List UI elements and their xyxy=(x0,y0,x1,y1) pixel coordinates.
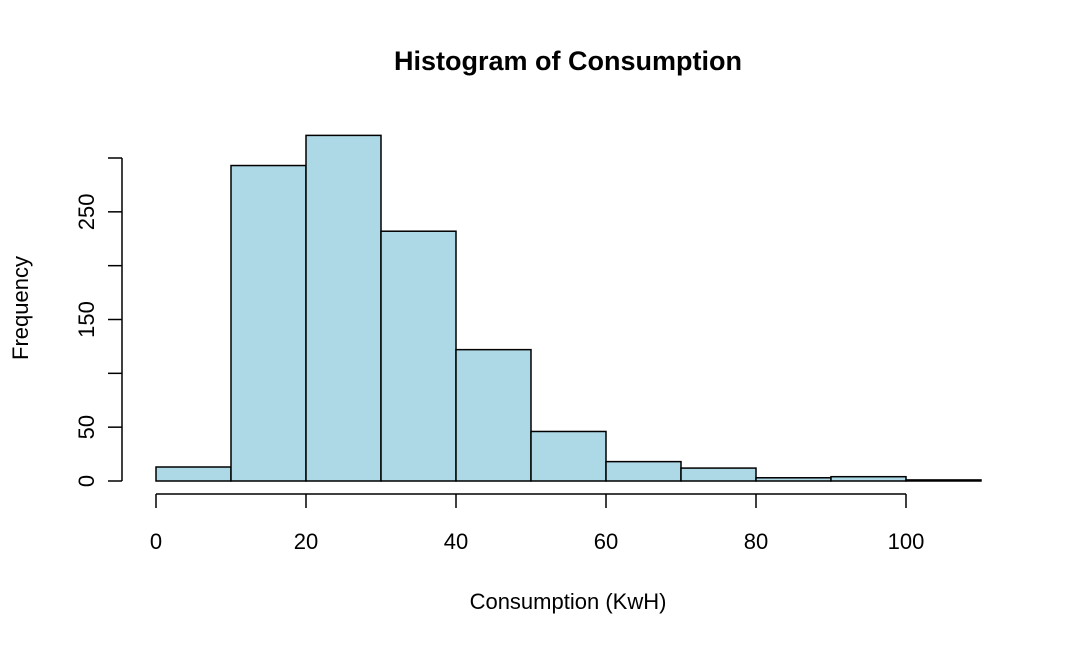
x-axis: 0 20 40 60 80 100 xyxy=(150,493,925,554)
x-tick-label-100: 100 xyxy=(888,529,925,554)
histogram-bar-9 xyxy=(830,475,907,482)
histogram-bar-3 xyxy=(380,230,457,482)
x-tick-label-0: 0 xyxy=(150,529,162,554)
histogram-bar-10 xyxy=(905,479,982,482)
x-tick-label-20: 20 xyxy=(294,529,318,554)
histogram-bar-0 xyxy=(155,466,232,482)
y-axis: 0 150 250 50 xyxy=(74,157,123,487)
y-tick-label-250: 250 xyxy=(74,193,99,230)
x-tick-label-60: 60 xyxy=(594,529,618,554)
histogram-bar-8 xyxy=(755,477,832,482)
chart-title: Histogram of Consumption xyxy=(394,46,742,76)
y-tick-label-50: 50 xyxy=(74,415,99,439)
histogram-bar-1 xyxy=(230,164,307,482)
histogram-bar-2 xyxy=(305,134,382,482)
y-tick-label-150: 150 xyxy=(74,301,99,338)
histogram-bar-5 xyxy=(530,430,607,482)
histogram-bar-4 xyxy=(455,348,532,482)
x-tick-label-80: 80 xyxy=(744,529,768,554)
y-tick-label-0: 0 xyxy=(74,475,99,487)
histogram-bars xyxy=(155,134,982,482)
y-axis-label: Frequency xyxy=(8,256,33,360)
histogram-bar-7 xyxy=(680,467,757,482)
x-tick-label-40: 40 xyxy=(444,529,468,554)
histogram-bar-6 xyxy=(605,460,682,482)
x-axis-label: Consumption (KwH) xyxy=(470,589,667,614)
